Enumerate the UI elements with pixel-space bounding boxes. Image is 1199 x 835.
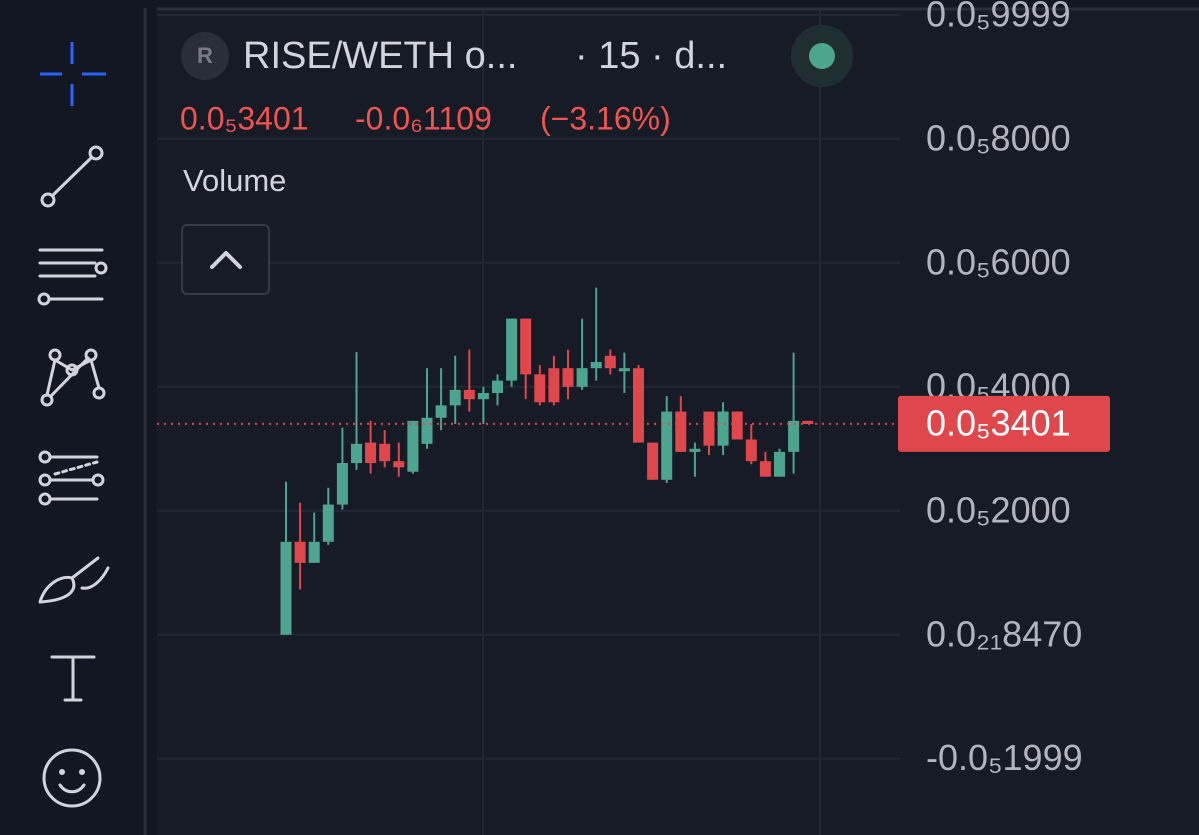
chart-title[interactable]: RISE/WETH o... — [243, 35, 517, 77]
candle-body — [774, 451, 785, 477]
price-label-box — [898, 395, 1110, 452]
toolbar — [0, 8, 143, 835]
chart-subtitle: · 15 · d... — [575, 35, 727, 77]
candle-body — [689, 448, 701, 452]
candle-body — [647, 442, 659, 480]
y-tick-label: -0.0₅1999 — [926, 737, 1083, 778]
candle-body — [661, 411, 673, 480]
candle-body — [322, 504, 334, 542]
legend-change: -0.0₆1109 — [355, 100, 492, 136]
indicator-label: Volume — [183, 163, 286, 198]
candle-body — [675, 411, 687, 452]
candle-body — [717, 411, 729, 446]
legend-change-pct: (−3.16%) — [540, 100, 671, 136]
candle-body — [280, 541, 292, 635]
candle-body — [492, 380, 503, 393]
emoji-tool[interactable] — [42, 748, 102, 808]
candle-body — [731, 411, 743, 440]
candle-body — [745, 439, 757, 462]
candles — [157, 287, 900, 635]
candle-body — [534, 374, 546, 403]
pattern-tool[interactable] — [40, 348, 106, 407]
candle-body — [590, 361, 602, 369]
candle-body — [365, 442, 377, 464]
candle-body — [759, 461, 771, 477]
candle-body — [604, 355, 616, 369]
candle-body — [506, 318, 518, 381]
brush-tool[interactable] — [38, 556, 110, 604]
text-tool[interactable] — [50, 655, 96, 702]
y-tick-label: 0.0₅9999 — [926, 0, 1071, 34]
prediction-tool[interactable] — [38, 450, 105, 506]
candle-body — [633, 368, 644, 443]
candle-body — [294, 541, 306, 563]
candle-body — [520, 318, 532, 375]
candle-body — [703, 411, 715, 446]
trend-line-tool[interactable] — [40, 145, 104, 208]
symbol-letter: R — [197, 43, 213, 68]
fib-tool[interactable] — [37, 248, 108, 306]
candle-body — [379, 443, 391, 462]
candle-body — [477, 392, 489, 400]
candle-body — [336, 463, 348, 505]
candle-body — [618, 368, 630, 372]
price-label: 0.0₅3401 — [898, 395, 1110, 452]
y-tick-label: 0.0₅2000 — [926, 489, 1071, 530]
y-tick-label: 0.0₅6000 — [926, 241, 1071, 282]
symbol-avatar — [181, 32, 229, 80]
y-tick-label: 0.0₅8000 — [926, 117, 1071, 158]
collapse-button[interactable] — [181, 224, 270, 295]
candle-body — [548, 368, 560, 403]
candle-body — [421, 417, 433, 444]
y-tick-label: 0.0₂₁8470 — [926, 613, 1082, 654]
legend-price: 0.0₅3401 — [180, 100, 309, 136]
candle-body — [351, 443, 362, 464]
candle-body — [562, 368, 574, 387]
status-dot — [809, 43, 835, 69]
candle-body — [407, 420, 419, 472]
candle-body — [449, 389, 461, 406]
candle-body — [393, 461, 405, 468]
crosshair-tool[interactable] — [40, 42, 106, 106]
candle-body — [463, 389, 475, 400]
candle-body — [788, 420, 800, 452]
grid: 0.0₅99990.0₅80000.0₅60000.0₅40000.0₅2000… — [157, 0, 1083, 778]
candle-body — [308, 541, 320, 563]
candle-body — [576, 368, 588, 387]
candle-body — [802, 420, 814, 424]
candle-body — [435, 405, 447, 418]
price-label-text: 0.0₅3401 — [926, 402, 1071, 443]
